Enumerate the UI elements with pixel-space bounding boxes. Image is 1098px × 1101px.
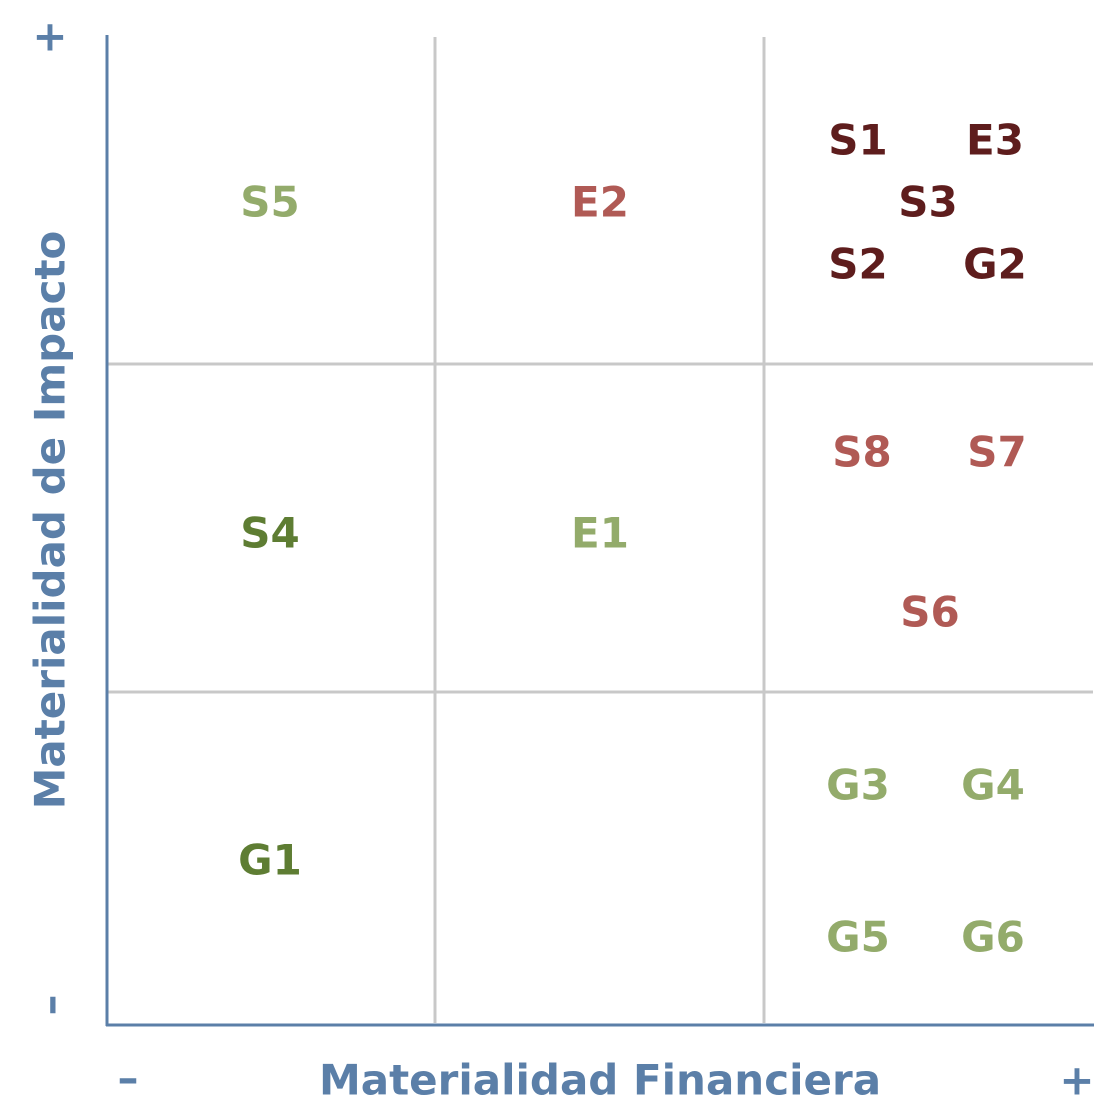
topic-label: S6 <box>900 588 959 637</box>
topic-label: S7 <box>967 428 1026 477</box>
topic-label: S4 <box>240 509 299 558</box>
topic-label: G6 <box>961 913 1025 962</box>
y-minus: – <box>26 995 75 1016</box>
topic-label: G2 <box>963 240 1027 289</box>
topic-label: S3 <box>898 178 957 227</box>
topic-label: E1 <box>571 509 629 558</box>
topic-label: G1 <box>238 836 302 885</box>
topic-label: G3 <box>826 761 890 810</box>
topic-label: G5 <box>826 913 890 962</box>
topic-label: S8 <box>832 428 891 477</box>
y-axis-label: Materialidad de Impacto <box>26 231 75 810</box>
topic-label: S2 <box>828 240 887 289</box>
topic-label: E3 <box>966 116 1024 165</box>
topic-label: S1 <box>828 116 887 165</box>
x-axis-label: Materialidad Financiera <box>319 1056 881 1101</box>
topic-label: S5 <box>240 178 299 227</box>
x-plus: + <box>1059 1056 1094 1101</box>
topic-label: E2 <box>571 178 629 227</box>
topic-label: G4 <box>961 761 1025 810</box>
x-minus: – <box>118 1054 139 1101</box>
y-plus: + <box>32 12 67 61</box>
